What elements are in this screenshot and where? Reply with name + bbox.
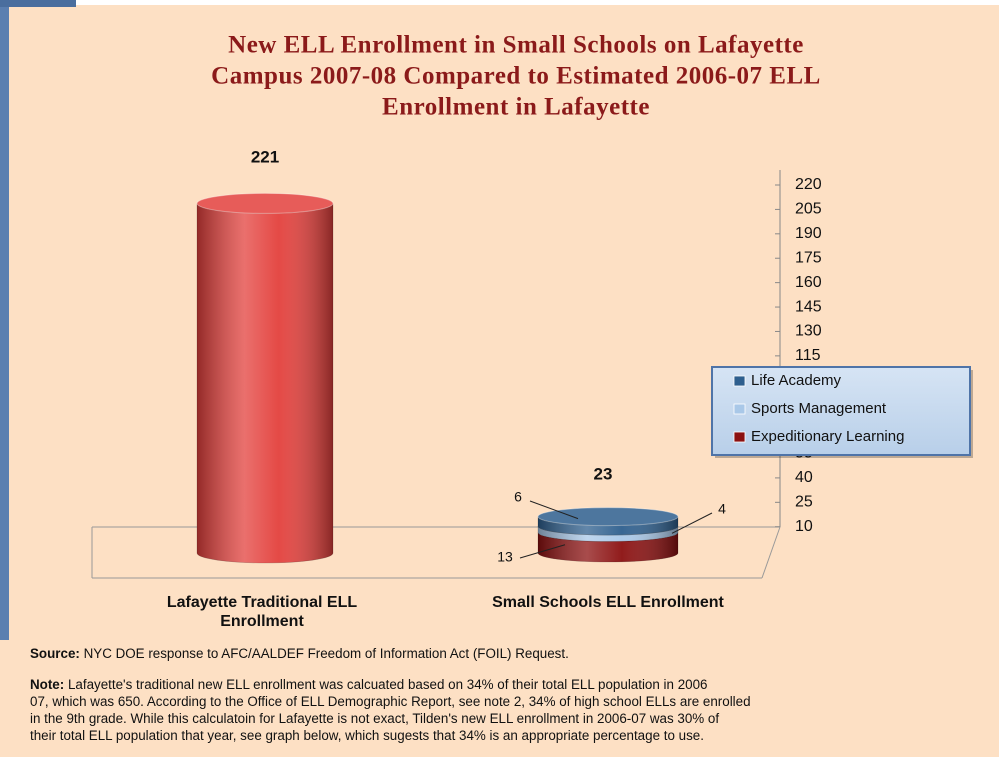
leader-line xyxy=(529,500,579,520)
note-line: Note: Lafayette's traditional new ELL en… xyxy=(30,676,990,693)
leader-line xyxy=(671,512,713,534)
source-text: NYC DOE response to AFC/AALDEF Freedom o… xyxy=(83,646,569,661)
floor-right xyxy=(761,526,781,579)
value-label: 13 xyxy=(497,549,513,565)
y-tick-label: 160 xyxy=(795,274,822,291)
cylinder-top xyxy=(537,507,679,527)
cylinder-top xyxy=(196,192,334,214)
note-text: Lafayette's traditional new ELL enrollme… xyxy=(67,677,708,692)
top-tab xyxy=(0,0,76,7)
note-line: their total ELL population that year, se… xyxy=(30,727,990,744)
note-label: Note: xyxy=(30,677,65,692)
footnotes: Source: NYC DOE response to AFC/AALDEF F… xyxy=(30,645,990,744)
title-group: New ELL Enrollment in Small Schools on L… xyxy=(211,32,821,121)
y-tick-label: 10 xyxy=(795,518,813,535)
legend xyxy=(711,366,971,456)
source: Source: NYC DOE response to AFC/AALDEF F… xyxy=(30,645,990,662)
note-line: 07, which was 650. According to the Offi… xyxy=(30,693,990,710)
value-label: 4 xyxy=(718,501,726,517)
chart-title: New ELL Enrollment in Small Schools on L… xyxy=(228,32,804,59)
y-tick-label: 40 xyxy=(795,469,813,486)
legend-swatch xyxy=(733,375,746,387)
legend-label: Sports Management xyxy=(751,400,887,417)
y-tick-label: 205 xyxy=(795,201,822,218)
cylinder-top-shine xyxy=(197,193,333,214)
y-tick-label: 130 xyxy=(795,323,822,340)
y-tick-label: 115 xyxy=(795,347,821,364)
y-tick-label: 175 xyxy=(795,249,822,266)
chart: New ELL Enrollment in Small Schools on L… xyxy=(0,0,999,640)
note-line: in the 9th grade. While this calculatoin… xyxy=(30,710,990,727)
y-tick-label: 220 xyxy=(795,176,822,193)
total-label: 23 xyxy=(594,464,613,483)
y-tick-label: 190 xyxy=(795,225,822,242)
left-border xyxy=(0,0,9,640)
cylinder-top-shine xyxy=(538,507,678,526)
note-text: in the 9th grade. While this calculatoin… xyxy=(30,711,720,726)
note-text: their total ELL population that year, se… xyxy=(30,728,704,743)
y-tick-label: 25 xyxy=(795,494,813,511)
legend-label: Life Academy xyxy=(751,372,842,389)
x-tick-label: Lafayette Traditional ELL Enrollment xyxy=(167,594,357,630)
cylinder-segment xyxy=(196,203,334,564)
leader-line xyxy=(519,544,566,559)
chart-title: Enrollment in Lafayette xyxy=(382,94,650,121)
note-text: 07, which was 650. According to the Offi… xyxy=(30,694,751,709)
value-label: 6 xyxy=(514,489,522,505)
legend-label: Expeditionary Learning xyxy=(751,428,904,445)
note: Note: Lafayette's traditional new ELL en… xyxy=(30,676,990,744)
legend-swatch xyxy=(733,403,746,415)
legend-swatch xyxy=(733,431,746,443)
chart-title: Campus 2007-08 Compared to Estimated 200… xyxy=(211,63,821,90)
top-border xyxy=(0,0,999,5)
value-label: 221 xyxy=(251,147,279,166)
x-tick-label: Small Schools ELL Enrollment xyxy=(492,594,724,611)
source-label: Source: xyxy=(30,646,80,661)
y-tick-label: 145 xyxy=(795,298,822,315)
